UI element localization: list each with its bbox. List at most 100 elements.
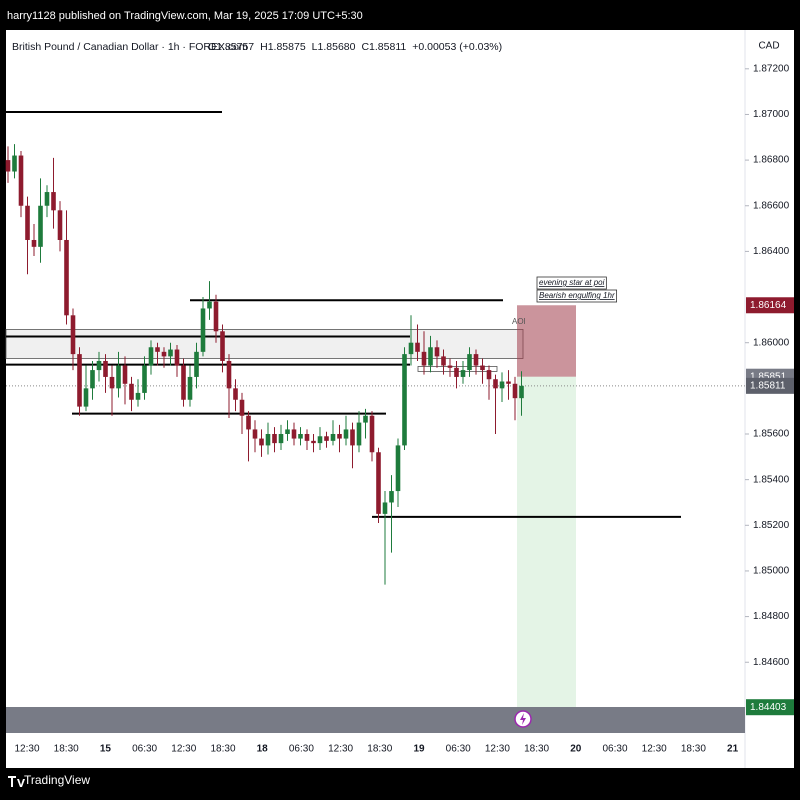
candle-body [434, 347, 440, 357]
y-tick-label: 1.86000 [753, 337, 790, 348]
candle-body [395, 445, 401, 492]
candle-body [135, 392, 141, 400]
candle-body [259, 438, 264, 446]
x-tick-label: 20 [570, 744, 582, 755]
price-badge [746, 699, 794, 716]
annotation-box [536, 276, 607, 290]
legend-value: +0.00053 (+0.03%) [412, 41, 502, 53]
x-tick-label: 15 [100, 744, 112, 755]
candle-body [213, 301, 219, 332]
candle-body [376, 452, 381, 514]
candle-body [57, 210, 63, 240]
candle-body [278, 433, 284, 444]
candle-body [233, 388, 238, 400]
reward-zone [517, 376, 576, 708]
candle-body [5, 160, 11, 172]
aoi-label: AOI [512, 317, 526, 326]
annotation-text: Bearish engulfing 1hr [539, 291, 615, 300]
candle-body [519, 385, 524, 399]
candle-body [441, 356, 446, 366]
candle-body [96, 360, 102, 371]
candle-body [343, 429, 349, 439]
legend-value: C1.85811 [361, 41, 406, 53]
candle-body [109, 376, 115, 389]
candle-body [447, 365, 453, 368]
candle-body [291, 429, 297, 439]
candle-body [122, 365, 128, 384]
candle-body [239, 399, 245, 416]
candle-body [408, 342, 414, 355]
candle-body [200, 308, 206, 352]
candle-body [252, 429, 258, 439]
candle-body [90, 370, 95, 389]
candle-body [389, 491, 394, 503]
candle-body [324, 436, 329, 441]
price-badge-label: 1.86164 [750, 300, 787, 311]
candle-body [18, 155, 24, 206]
candle-body [194, 351, 199, 377]
y-tick-label: 1.85000 [753, 566, 790, 577]
candle-body [421, 351, 427, 366]
candle-body [129, 383, 134, 400]
candle-body [486, 370, 492, 380]
annotation-text: evening star at poi [539, 278, 605, 287]
candle-body [207, 301, 212, 309]
currency-label: CAD [758, 41, 779, 52]
candle-body [356, 422, 362, 446]
candle-body [77, 354, 82, 407]
y-tick-label: 1.85200 [753, 520, 790, 531]
candle-body [415, 342, 420, 352]
candle-body [25, 205, 30, 240]
candle-body [44, 192, 50, 206]
risk-zone [517, 305, 576, 377]
candle-body [168, 349, 173, 357]
y-tick-label: 1.86600 [753, 200, 790, 211]
candle-body [148, 347, 154, 366]
candle-body [480, 365, 485, 371]
candle-body [311, 440, 316, 444]
x-tick-label: 18:30 [524, 744, 549, 755]
candle-body [31, 239, 37, 247]
x-tick-label: 12:30 [14, 744, 39, 755]
candle-body [467, 354, 472, 371]
candle-body [174, 349, 180, 366]
candle-body [220, 331, 225, 361]
candle-body [83, 388, 89, 407]
candle-body [285, 429, 290, 434]
candle-body [304, 433, 310, 441]
x-tick-label: 18 [257, 744, 269, 755]
candle-body [473, 354, 479, 366]
candle-body [317, 436, 323, 444]
candle-body [103, 360, 108, 377]
x-tick-label: 21 [727, 744, 739, 755]
candle-body [382, 502, 388, 514]
candle-body [226, 360, 232, 389]
candle-body [187, 376, 193, 400]
x-tick-label: 06:30 [602, 744, 627, 755]
y-tick-label: 1.84800 [753, 611, 790, 622]
x-tick-label: 18:30 [681, 744, 706, 755]
x-tick-label: 12:30 [642, 744, 667, 755]
x-tick-label: 19 [413, 744, 425, 755]
symbol-title: British Pound / Canadian Dollar · 1h · F… [12, 41, 248, 53]
candle-body [155, 347, 160, 352]
brand-logo [8, 776, 25, 787]
candle-body [64, 239, 69, 316]
candle-body [246, 415, 251, 430]
y-tick-label: 1.84600 [753, 657, 790, 668]
x-tick-label: 12:30 [485, 744, 510, 755]
price-badge-label: 1.84403 [750, 702, 787, 713]
brand: TradingView [24, 773, 90, 787]
x-tick-label: 18:30 [367, 744, 392, 755]
timeline-bar [6, 707, 745, 733]
x-tick-label: 18:30 [54, 744, 79, 755]
candle-body [330, 433, 336, 441]
y-tick-label: 1.86400 [753, 246, 790, 257]
candle-body [181, 365, 186, 400]
candle-body [51, 192, 56, 211]
zone [5, 329, 524, 359]
candle-body [272, 433, 277, 444]
candle-body [499, 381, 505, 389]
x-tick-label: 06:30 [289, 744, 314, 755]
